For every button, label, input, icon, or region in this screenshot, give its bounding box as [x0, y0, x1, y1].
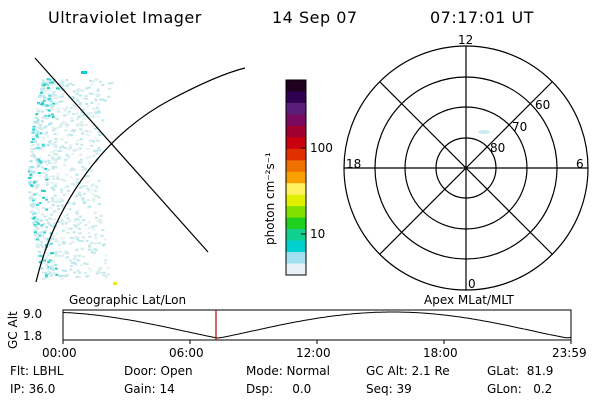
colorbar-segment [286, 91, 306, 104]
colorbar-segment [286, 125, 306, 138]
colorbar-segment [286, 114, 306, 127]
status-gc-alt: GC Alt: 2.1 Re [366, 364, 450, 378]
colorbar-segment [286, 194, 306, 207]
aurora-emission [28, 78, 114, 280]
lat-label-60: 60 [535, 98, 551, 112]
colorbar-segment [286, 206, 306, 219]
ytick-9: 9.0 [23, 307, 43, 321]
limb-curve [35, 67, 246, 283]
geographic-label: Geographic Lat/Lon [69, 293, 187, 307]
status-gain: Gain: 14 [124, 382, 175, 396]
status-flt: Flt: LBHL [10, 364, 64, 378]
colorbar-segment [286, 171, 306, 184]
xtick-0600: 06:00 [169, 346, 204, 360]
apex-label: Apex MLat/MLT [424, 293, 514, 307]
gc-alt-axis-title: GC Alt [6, 311, 20, 349]
colorbar-segment [286, 102, 306, 115]
colorbar-tick-10: 10 [310, 227, 326, 241]
xtick-2359: 23:59 [552, 346, 587, 360]
mlt-label-18: 18 [346, 157, 362, 171]
meridian-line [34, 57, 209, 253]
lat-label-80: 80 [490, 141, 506, 155]
polar-plot [343, 45, 589, 291]
xtick-0000: 00:00 [42, 346, 77, 360]
status-seq: Seq: 39 [366, 382, 412, 396]
colorbar-segment [286, 252, 306, 265]
instrument-title: Ultraviolet Imager [48, 8, 202, 27]
altitude-timeline [62, 309, 572, 344]
mlt-label-0: 0 [468, 277, 476, 291]
colorbar-segment [286, 263, 306, 276]
status-glon: GLon: 0.2 [487, 382, 553, 396]
colorbar-unit-label: photon cm⁻²s⁻¹ [263, 152, 277, 245]
bright-pixel-yellow [113, 282, 117, 285]
mlt-label-12: 12 [458, 33, 474, 47]
status-ip: IP: 36.0 [10, 382, 56, 396]
color-bar [285, 79, 307, 276]
xtick-1200: 12:00 [296, 346, 331, 360]
geographic-image [28, 57, 246, 285]
colorbar-segment [286, 229, 306, 242]
colorbar-segment [286, 160, 306, 173]
status-mode: Mode: Normal [246, 364, 330, 378]
status-glat: GLat: 81.9 [487, 364, 554, 378]
ytick-1-8: 1.8 [23, 329, 43, 343]
colorbar-segment [286, 148, 306, 161]
colorbar-segment [286, 137, 306, 150]
date-label: 14 Sep 07 [272, 8, 358, 27]
mlt-label-6: 6 [576, 157, 584, 171]
time-label: 07:17:01 UT [430, 8, 534, 27]
colorbar-segment [286, 217, 306, 230]
colorbar-segment [286, 183, 306, 196]
xtick-1800: 18:00 [423, 346, 458, 360]
status-door: Door: Open [124, 364, 193, 378]
colorbar-segment [286, 80, 306, 92]
bright-pixel [81, 71, 87, 74]
colorbar-segment [286, 240, 306, 253]
lat-label-70: 70 [512, 120, 528, 134]
colorbar-tick-100: 100 [310, 141, 333, 155]
status-dsp: Dsp: 0.0 [246, 382, 312, 396]
